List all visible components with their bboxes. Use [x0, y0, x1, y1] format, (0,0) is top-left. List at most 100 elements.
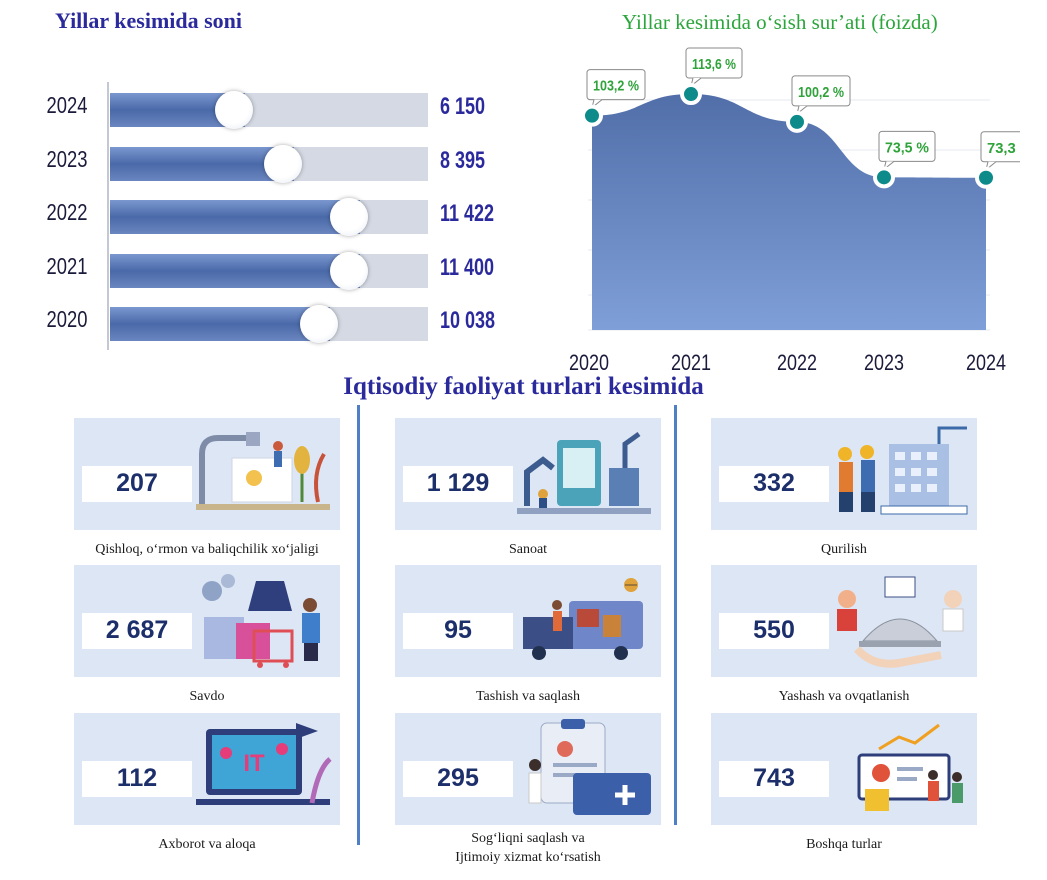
sector-value: 1 129	[426, 469, 490, 497]
bar-chart-title: Yillar kesimida soni	[55, 8, 243, 33]
data-point	[581, 104, 603, 127]
x-tick-label: 2020	[569, 350, 609, 375]
construction-illustration	[838, 426, 968, 515]
sector-card: 743	[711, 713, 977, 825]
bar-end-knob	[330, 252, 368, 290]
bar-track	[110, 305, 428, 343]
column-divider-left	[357, 405, 360, 845]
sector-card: 2 687	[74, 565, 340, 677]
industry-illustration	[517, 431, 651, 514]
x-tick-label: 2022	[777, 350, 817, 375]
bar-value-label: 8 395	[440, 147, 486, 174]
bar-end-knob	[300, 305, 338, 343]
sector-value-box: 743	[719, 761, 829, 797]
sector-section-title: Iqtisodiy faoliyat turlari kesimida	[343, 373, 704, 400]
sector-value-box: 207	[82, 466, 192, 502]
sector-value: 2 687	[105, 616, 169, 644]
sector-label: Boshqa turlar	[806, 837, 882, 852]
data-point	[680, 83, 702, 106]
data-label-box	[685, 47, 743, 79]
bar	[110, 307, 330, 341]
bar-row: 2020 10 038	[0, 304, 520, 344]
sector-label-line: Ijtimoiy xizmat ko‘rsatish	[455, 850, 601, 865]
sector-value-box: 95	[403, 613, 513, 649]
area-chart-title: Yillar kesimida o‘sish sur’ati (foizda)	[622, 10, 938, 34]
bar-end-knob	[215, 91, 253, 129]
data-value-label: 73,3 %	[987, 140, 1020, 157]
accommodation-illustration	[837, 576, 964, 668]
bar-chart-axis	[107, 82, 109, 350]
bar-value-label: 11 422	[440, 200, 495, 227]
trade-illustration	[202, 574, 320, 668]
bar-row: 2023 8 395	[0, 144, 520, 184]
bar-year-label: 2021	[46, 253, 88, 279]
agriculture-illustration	[196, 432, 330, 510]
it-illustration: IT	[196, 723, 332, 805]
sector-card: 112 IT	[74, 713, 340, 825]
sector-label-line: Sog‘liqni saqlash va	[471, 831, 585, 846]
bar-value-label: 10 038	[440, 307, 496, 334]
x-tick-label: 2024	[966, 350, 1006, 375]
bar-year-label: 2020	[46, 306, 88, 332]
sector-value-box: 332	[719, 466, 829, 502]
data-point	[786, 110, 808, 133]
bar	[110, 147, 294, 181]
growth-rate-area-chart: 103,2 % 2020 113,6 % 2021 100,2 % 2022 73,5 % 2…	[569, 47, 1020, 375]
transport-illustration	[523, 578, 643, 660]
data-label-box	[791, 75, 851, 107]
bar	[110, 200, 360, 234]
sector-value-box: 112	[82, 761, 192, 797]
bar-year-label: 2023	[46, 146, 88, 172]
sector-value-box: 1 129	[403, 466, 513, 502]
sector-value: 295	[437, 764, 479, 792]
data-point	[873, 166, 895, 189]
sector-value: 112	[116, 764, 158, 792]
sector-value: 332	[753, 469, 795, 497]
sector-card: 95	[395, 565, 661, 677]
sector-label: Tashish va saqlash	[475, 689, 580, 704]
bar-year-label: 2024	[46, 92, 88, 118]
bar-year-label: 2022	[46, 199, 88, 225]
svg-text:IT: IT	[243, 750, 265, 777]
data-label-box	[586, 69, 646, 101]
bar-row: 2021 11 400	[0, 251, 520, 291]
sector-card: 1 129	[395, 418, 661, 530]
sector-label: Sanoat	[508, 542, 548, 557]
column-divider-right	[674, 405, 677, 825]
bar-end-knob	[264, 145, 302, 183]
data-label-box	[980, 131, 1020, 163]
bar-value-label: 11 400	[440, 254, 495, 281]
data-value-label: 73,5 %	[885, 139, 929, 156]
sector-label: Sog‘liqni saqlash va Ijtimoiy xizmat ko‘r…	[383, 829, 673, 867]
sector-card: 332	[711, 418, 977, 530]
data-point	[975, 166, 997, 189]
sector-label: Axborot va aloqa	[158, 837, 256, 852]
bar-row: 2022 11 422	[0, 197, 520, 237]
bar-track	[110, 145, 428, 183]
sector-value: 743	[753, 764, 795, 792]
health-illustration	[528, 719, 651, 815]
sector-label: Qishloq, o‘rmon va baliqchilik xo‘jaligi	[95, 542, 319, 557]
data-label-box	[878, 130, 936, 162]
data-value-label: 100,2 %	[798, 84, 844, 101]
sector-value: 207	[116, 469, 158, 497]
sector-value-box: 295	[403, 761, 513, 797]
growth-area-series	[592, 94, 986, 330]
other-illustration	[857, 723, 963, 811]
sector-label: Qurilish	[821, 542, 867, 557]
sector-card: 295	[395, 713, 661, 825]
sector-card: 207	[74, 418, 340, 530]
sector-card: 550	[711, 565, 977, 677]
bar-track	[110, 252, 428, 290]
sector-label: Yashash va ovqatlanish	[778, 689, 910, 704]
data-value-label: 113,6 %	[692, 56, 736, 73]
bar-end-knob	[330, 198, 368, 236]
bar	[110, 254, 360, 288]
bar-row: 2024 6 150	[0, 90, 520, 130]
sector-label: Savdo	[189, 689, 225, 704]
bar-value-label: 6 150	[440, 93, 486, 120]
x-tick-label: 2021	[671, 350, 711, 375]
sector-value: 95	[444, 616, 472, 644]
sector-value: 550	[753, 616, 795, 644]
sector-value-box: 550	[719, 613, 829, 649]
